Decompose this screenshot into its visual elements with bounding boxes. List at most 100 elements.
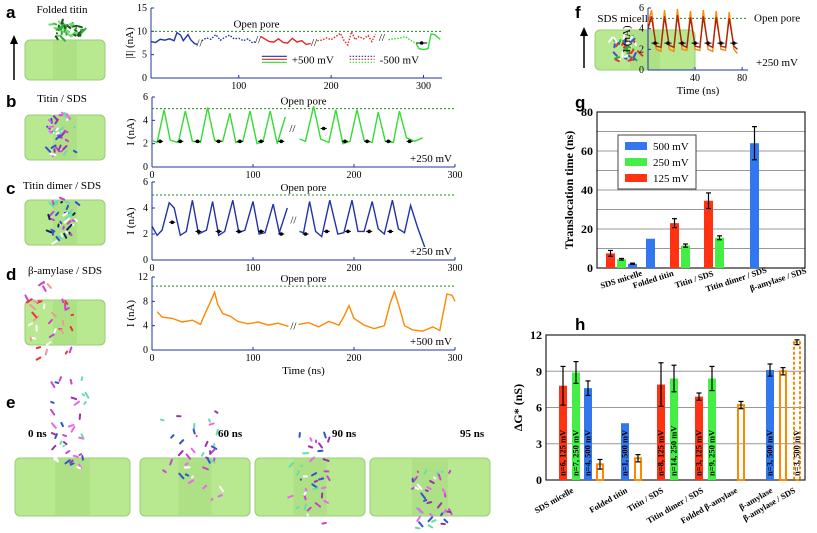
- molecule-stroke: [50, 311, 57, 318]
- chart-f: 0 2 4 6 40 80 I (nA) Time (ns) Open pore +250 mV: [621, 3, 800, 97]
- dwell-marker: [732, 41, 736, 45]
- y-tick-label: 6: [536, 401, 542, 415]
- molecule-stroke: [50, 432, 56, 436]
- molecule-stroke: [287, 494, 294, 499]
- y-tick-label: 4: [639, 24, 644, 35]
- molecule-stroke: [76, 466, 82, 470]
- bar: [559, 385, 567, 480]
- molecule-stroke: [47, 118, 52, 123]
- y-tick-label: 6: [639, 3, 644, 14]
- y-tick-label: 8: [143, 296, 148, 307]
- molecule-stroke: [178, 472, 185, 480]
- dwell-marker: [419, 41, 424, 45]
- series-line-red: [260, 35, 311, 46]
- molecule-stroke: [219, 485, 224, 492]
- molecule-stroke: [66, 223, 73, 231]
- molecule-stroke: [74, 201, 81, 206]
- bar: [621, 423, 629, 480]
- bar: [766, 370, 774, 480]
- x-tick-label: 0: [150, 263, 155, 274]
- molecule-stroke: [64, 138, 70, 143]
- molecule-stroke: [630, 48, 635, 54]
- panel-f-title: SDS micelle: [597, 13, 652, 25]
- bar: [704, 200, 713, 268]
- panel-letter-e: e: [6, 393, 15, 412]
- dwell-marker: [279, 139, 284, 144]
- molecule-stroke: [427, 516, 434, 523]
- y-tick-label: 20: [581, 222, 593, 236]
- molecule-stroke: [68, 346, 73, 354]
- molecule-stroke: [162, 443, 168, 450]
- y-tick-label: 6: [143, 177, 148, 188]
- molecule-stroke: [636, 50, 644, 57]
- e-time-label: 90 ns: [332, 428, 357, 440]
- molecule-stroke: [416, 483, 423, 490]
- molecular-renderings: [10, 18, 696, 531]
- molecule-stroke: [65, 204, 70, 211]
- molecule-stroke: [78, 453, 83, 457]
- molecule-stroke: [426, 501, 433, 505]
- series-line-orange: [156, 290, 289, 327]
- molecule-stroke: [433, 476, 437, 480]
- molecule-stroke: [412, 475, 418, 483]
- molecule-stroke: [54, 381, 60, 384]
- molecule-stroke: [51, 200, 55, 206]
- e-molecule-0ns: [49, 376, 90, 470]
- molecule-stroke: [29, 303, 37, 311]
- molecule-stroke: [69, 378, 73, 385]
- molecule-stroke: [71, 24, 79, 28]
- y-tick-label: 0: [143, 255, 148, 266]
- category-label: SDS micelle: [533, 485, 576, 515]
- bar: [681, 245, 690, 268]
- dwell-marker: [365, 139, 369, 144]
- molecule-stroke: [443, 509, 447, 514]
- molecule-stroke: [64, 350, 69, 355]
- e-molecule-90ns: [287, 419, 331, 525]
- y-axis-label: Translocation time (ns): [562, 131, 576, 249]
- molecule-stroke: [66, 220, 72, 225]
- dwell-marker: [196, 229, 201, 234]
- dwell-marker: [259, 139, 263, 144]
- molecule-stroke: [81, 393, 86, 397]
- molecule-stroke: [202, 466, 210, 471]
- panel-letter-d: d: [6, 265, 16, 284]
- x-tick-label: 0: [150, 353, 155, 364]
- molecule-stroke: [54, 35, 59, 41]
- molecule-stroke: [62, 225, 65, 230]
- molecule-stroke: [51, 114, 59, 121]
- y-tick-label: 9: [536, 364, 542, 378]
- chart-a: 0 5 10 15 100 200 300 |I| (nA) Open pore // // // //…: [124, 3, 442, 92]
- molecule-stroke: [303, 490, 307, 496]
- bar: [584, 388, 592, 480]
- series-line-blue: [151, 200, 288, 237]
- series-line-darkred: [647, 15, 738, 50]
- molecule-stroke: [48, 210, 55, 217]
- molecule-stroke: [436, 502, 443, 509]
- molecule-stroke: [295, 506, 300, 509]
- molecule-stroke: [52, 454, 59, 462]
- molecule-stroke: [26, 298, 33, 304]
- series-line-red: [317, 29, 377, 47]
- molecule-stroke: [184, 473, 190, 477]
- dwell-marker: [653, 41, 657, 45]
- molecule-stroke: [66, 32, 73, 38]
- legend-label: -500 mV: [380, 54, 419, 66]
- molecule-stroke: [55, 235, 61, 242]
- molecule-stroke: [62, 434, 68, 438]
- axis-break-mark: //: [289, 123, 296, 135]
- molecule-stroke: [30, 336, 37, 340]
- molecule-stroke: [59, 131, 66, 139]
- molecule-stroke: [47, 318, 54, 325]
- x-tick-label: 100: [246, 263, 261, 274]
- open-pore-label: Open pore: [280, 96, 326, 108]
- molecule-stroke: [208, 418, 211, 423]
- dwell-marker: [706, 41, 710, 45]
- legend-swatch: [625, 174, 647, 182]
- legend-label: 500 mV: [653, 141, 689, 153]
- bar: [715, 237, 724, 268]
- molecule-stroke: [59, 35, 66, 42]
- bar: [670, 223, 679, 268]
- beta-amylase-sds-molecule: [24, 280, 75, 361]
- legend-swatch: [625, 142, 647, 150]
